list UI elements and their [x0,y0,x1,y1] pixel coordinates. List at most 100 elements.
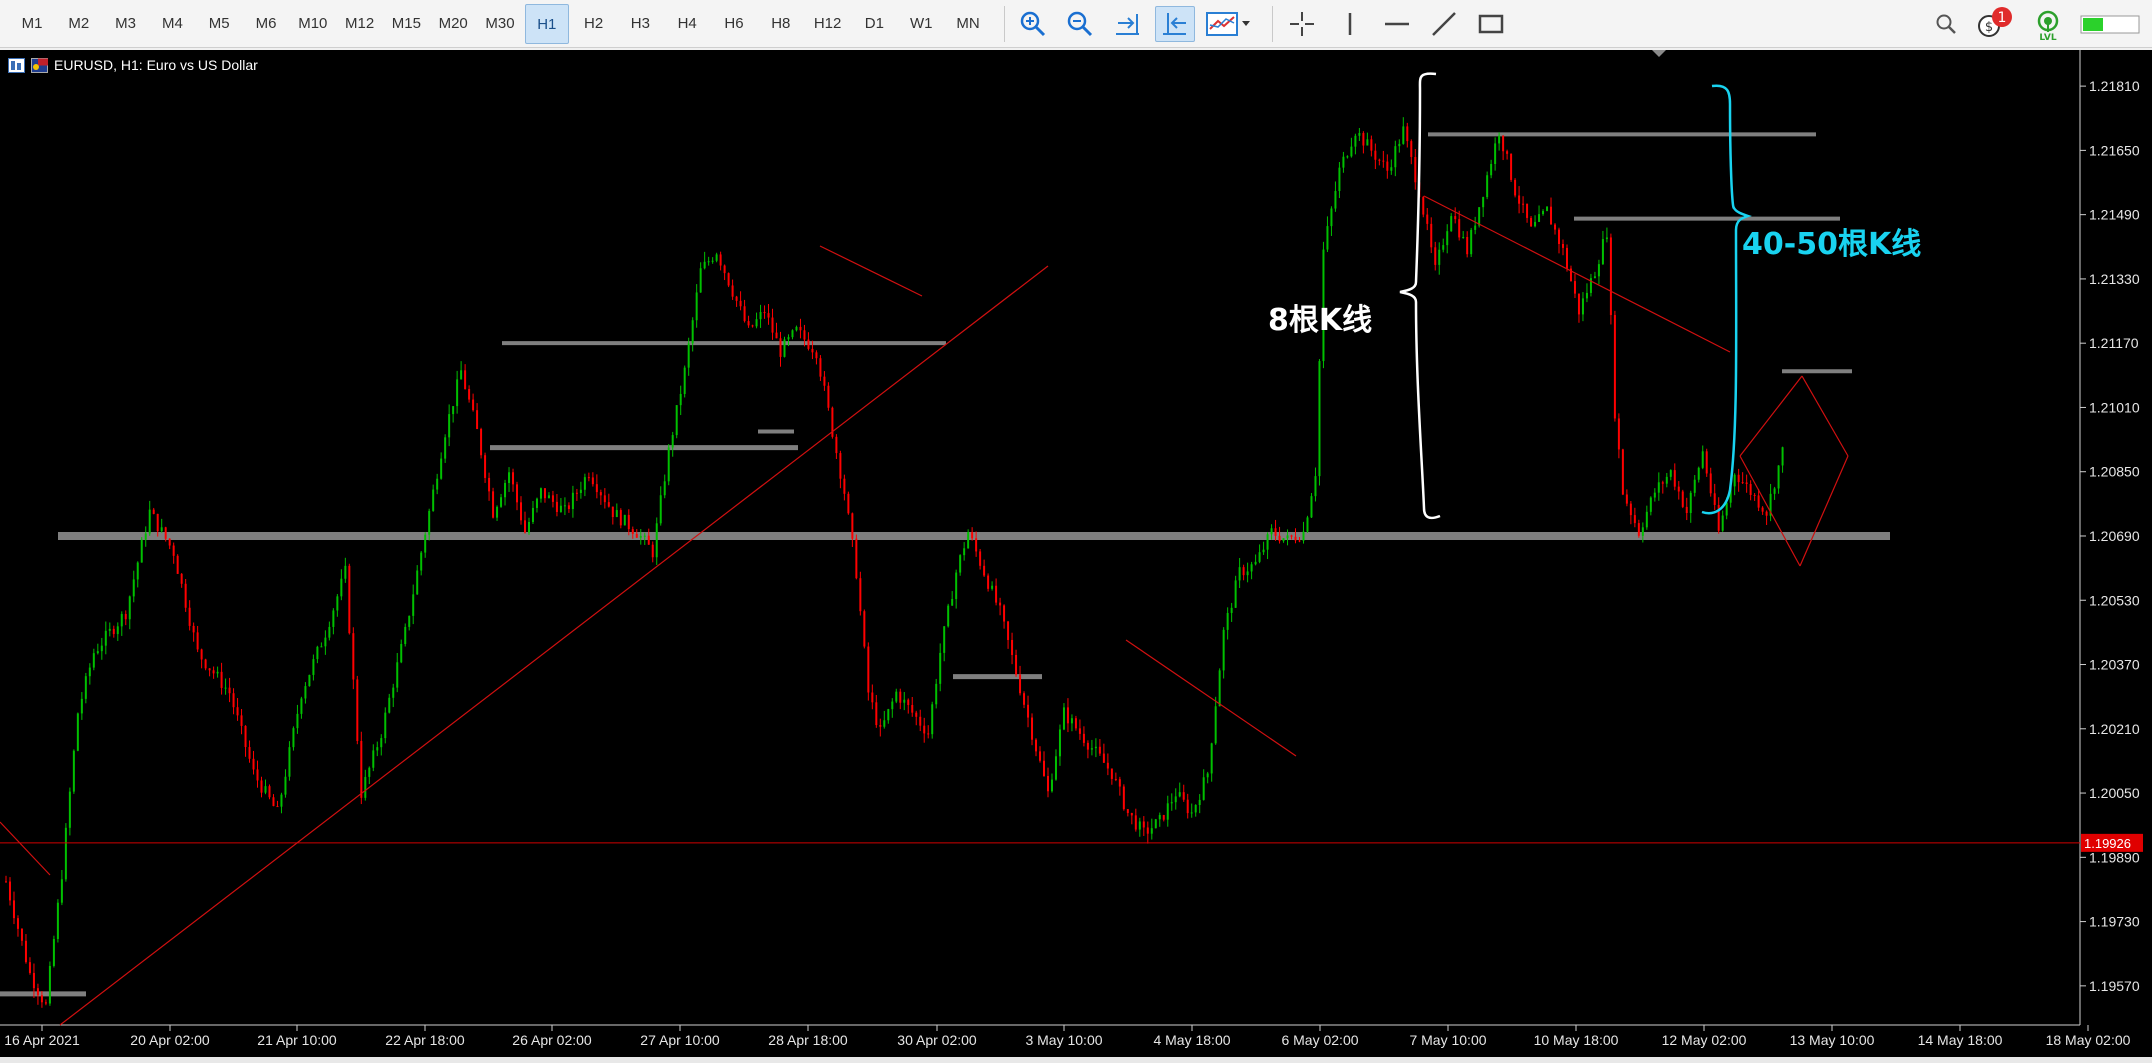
candle-body [667,447,670,482]
timeframe-m4-button[interactable]: M4 [161,15,183,32]
candle-body [1761,507,1764,512]
candle-body [639,536,642,538]
trend-line[interactable] [1125,639,1297,757]
candle-body [1322,249,1325,362]
scroll-end-icon[interactable] [1108,6,1148,42]
candle-body [1046,775,1049,792]
timeframe-m20-button[interactable]: M20 [438,15,468,32]
candle-body [699,268,702,293]
candle-body [1326,226,1329,250]
zoom-in-icon[interactable] [1013,6,1053,42]
candle-body [703,261,706,269]
rectangle-icon[interactable] [1471,6,1511,42]
candle-body [695,292,698,321]
candle-body [200,649,203,660]
indicators-icon[interactable] [1202,6,1256,42]
trendline-icon[interactable] [1424,6,1464,42]
timeframe-h6-button[interactable]: H6 [724,15,744,32]
connection-status-icon[interactable] [2078,6,2144,42]
timeframe-h8-button[interactable]: H8 [771,15,791,32]
candle-body [1410,141,1413,157]
candle-body [1621,449,1624,495]
trend-line[interactable] [819,245,923,297]
timeframe-m30-button[interactable]: M30 [485,15,515,32]
candle-body [316,646,319,660]
candle-body [683,367,686,394]
candle-body [907,699,910,706]
chart-canvas[interactable]: 1.21810 1.21650 1.21490 1.21330 1.21170 1.210… [0,50,2152,1060]
timeframe-m2-button[interactable]: M2 [68,15,90,32]
timeframe-h12-button[interactable]: H12 [813,15,842,32]
trend-line[interactable] [59,265,1049,1026]
candle-body [1757,495,1760,508]
candle-body [875,702,878,726]
vertical-line-icon[interactable] [1330,6,1370,42]
candle-body [1769,493,1772,516]
candle-body [1170,802,1173,804]
candle-body [1458,219,1461,238]
candle-body [120,613,123,627]
timeframe-h1-button[interactable]: H1 [524,4,569,44]
trend-line[interactable] [1423,195,1731,353]
search-icon[interactable] [1926,6,1966,42]
candle-body [1035,739,1038,752]
candle-body [715,254,718,261]
timeframe-m1-button[interactable]: M1 [21,15,43,32]
candle-body [787,337,790,340]
candle-body [563,505,566,507]
candle-body [20,928,23,941]
candle-body [1733,474,1736,487]
timeframe-h2-button[interactable]: H2 [584,15,604,32]
timeframe-h3-button[interactable]: H3 [630,15,650,32]
timeframe-m15-button[interactable]: M15 [391,15,421,32]
account-icon[interactable]: $1 [1974,6,2014,42]
timeframe-m12-button[interactable]: M12 [345,15,375,32]
trend-line[interactable] [0,821,51,876]
candle-body [799,326,802,331]
candle-body [1366,139,1369,146]
candle-body [775,332,778,339]
candle-body [631,529,634,534]
candle-body [867,646,870,693]
signal-icon[interactable]: LVL [2028,6,2068,42]
candle-body [1657,482,1660,493]
timeframe-m10-button[interactable]: M10 [298,15,328,32]
candle-body [1342,156,1345,168]
timeframe-m3-button[interactable]: M3 [115,15,137,32]
timeframe-d1-button[interactable]: D1 [864,15,884,32]
timeframe-m6-button[interactable]: M6 [255,15,277,32]
zoom-out-icon[interactable] [1060,6,1100,42]
candle-body [891,701,894,710]
candle-body [100,645,103,652]
candle-body [1534,221,1537,227]
candle-body [1178,792,1181,797]
candle-body [931,704,934,735]
candle-body [1677,486,1680,492]
horizontal-line-icon[interactable] [1377,6,1417,42]
candle-body [595,484,598,493]
timeframe-mn-button[interactable]: MN [956,15,980,32]
x-tick-label: 18 May 02:00 [2046,1032,2131,1048]
chart-shift-marker[interactable] [1652,50,1666,57]
candle-body [208,668,211,671]
x-tick-label: 12 May 02:00 [1662,1032,1747,1048]
candle-body [707,261,710,263]
price-chart[interactable]: 1.21810 1.21650 1.21490 1.21330 1.21170 1.210… [0,50,2152,1060]
trend-line[interactable] [1801,375,1849,457]
chart-shift-icon[interactable] [1155,6,1195,42]
candle-body [48,965,51,1004]
candle-body [1422,197,1425,215]
candle-body [304,686,307,699]
timeframe-h4-button[interactable]: H4 [677,15,697,32]
candle-body [1274,528,1277,536]
trend-line[interactable] [1739,375,1803,457]
timeframe-w1-button[interactable]: W1 [909,15,933,32]
timeframe-m5-button[interactable]: M5 [208,15,230,32]
candle-body [959,555,962,573]
candle-body [623,514,626,526]
candle-body [1466,236,1469,255]
trend-line[interactable] [1739,455,1801,567]
crosshair-icon[interactable] [1282,6,1322,42]
candle-body [879,725,882,727]
trend-line[interactable] [1799,455,1849,567]
